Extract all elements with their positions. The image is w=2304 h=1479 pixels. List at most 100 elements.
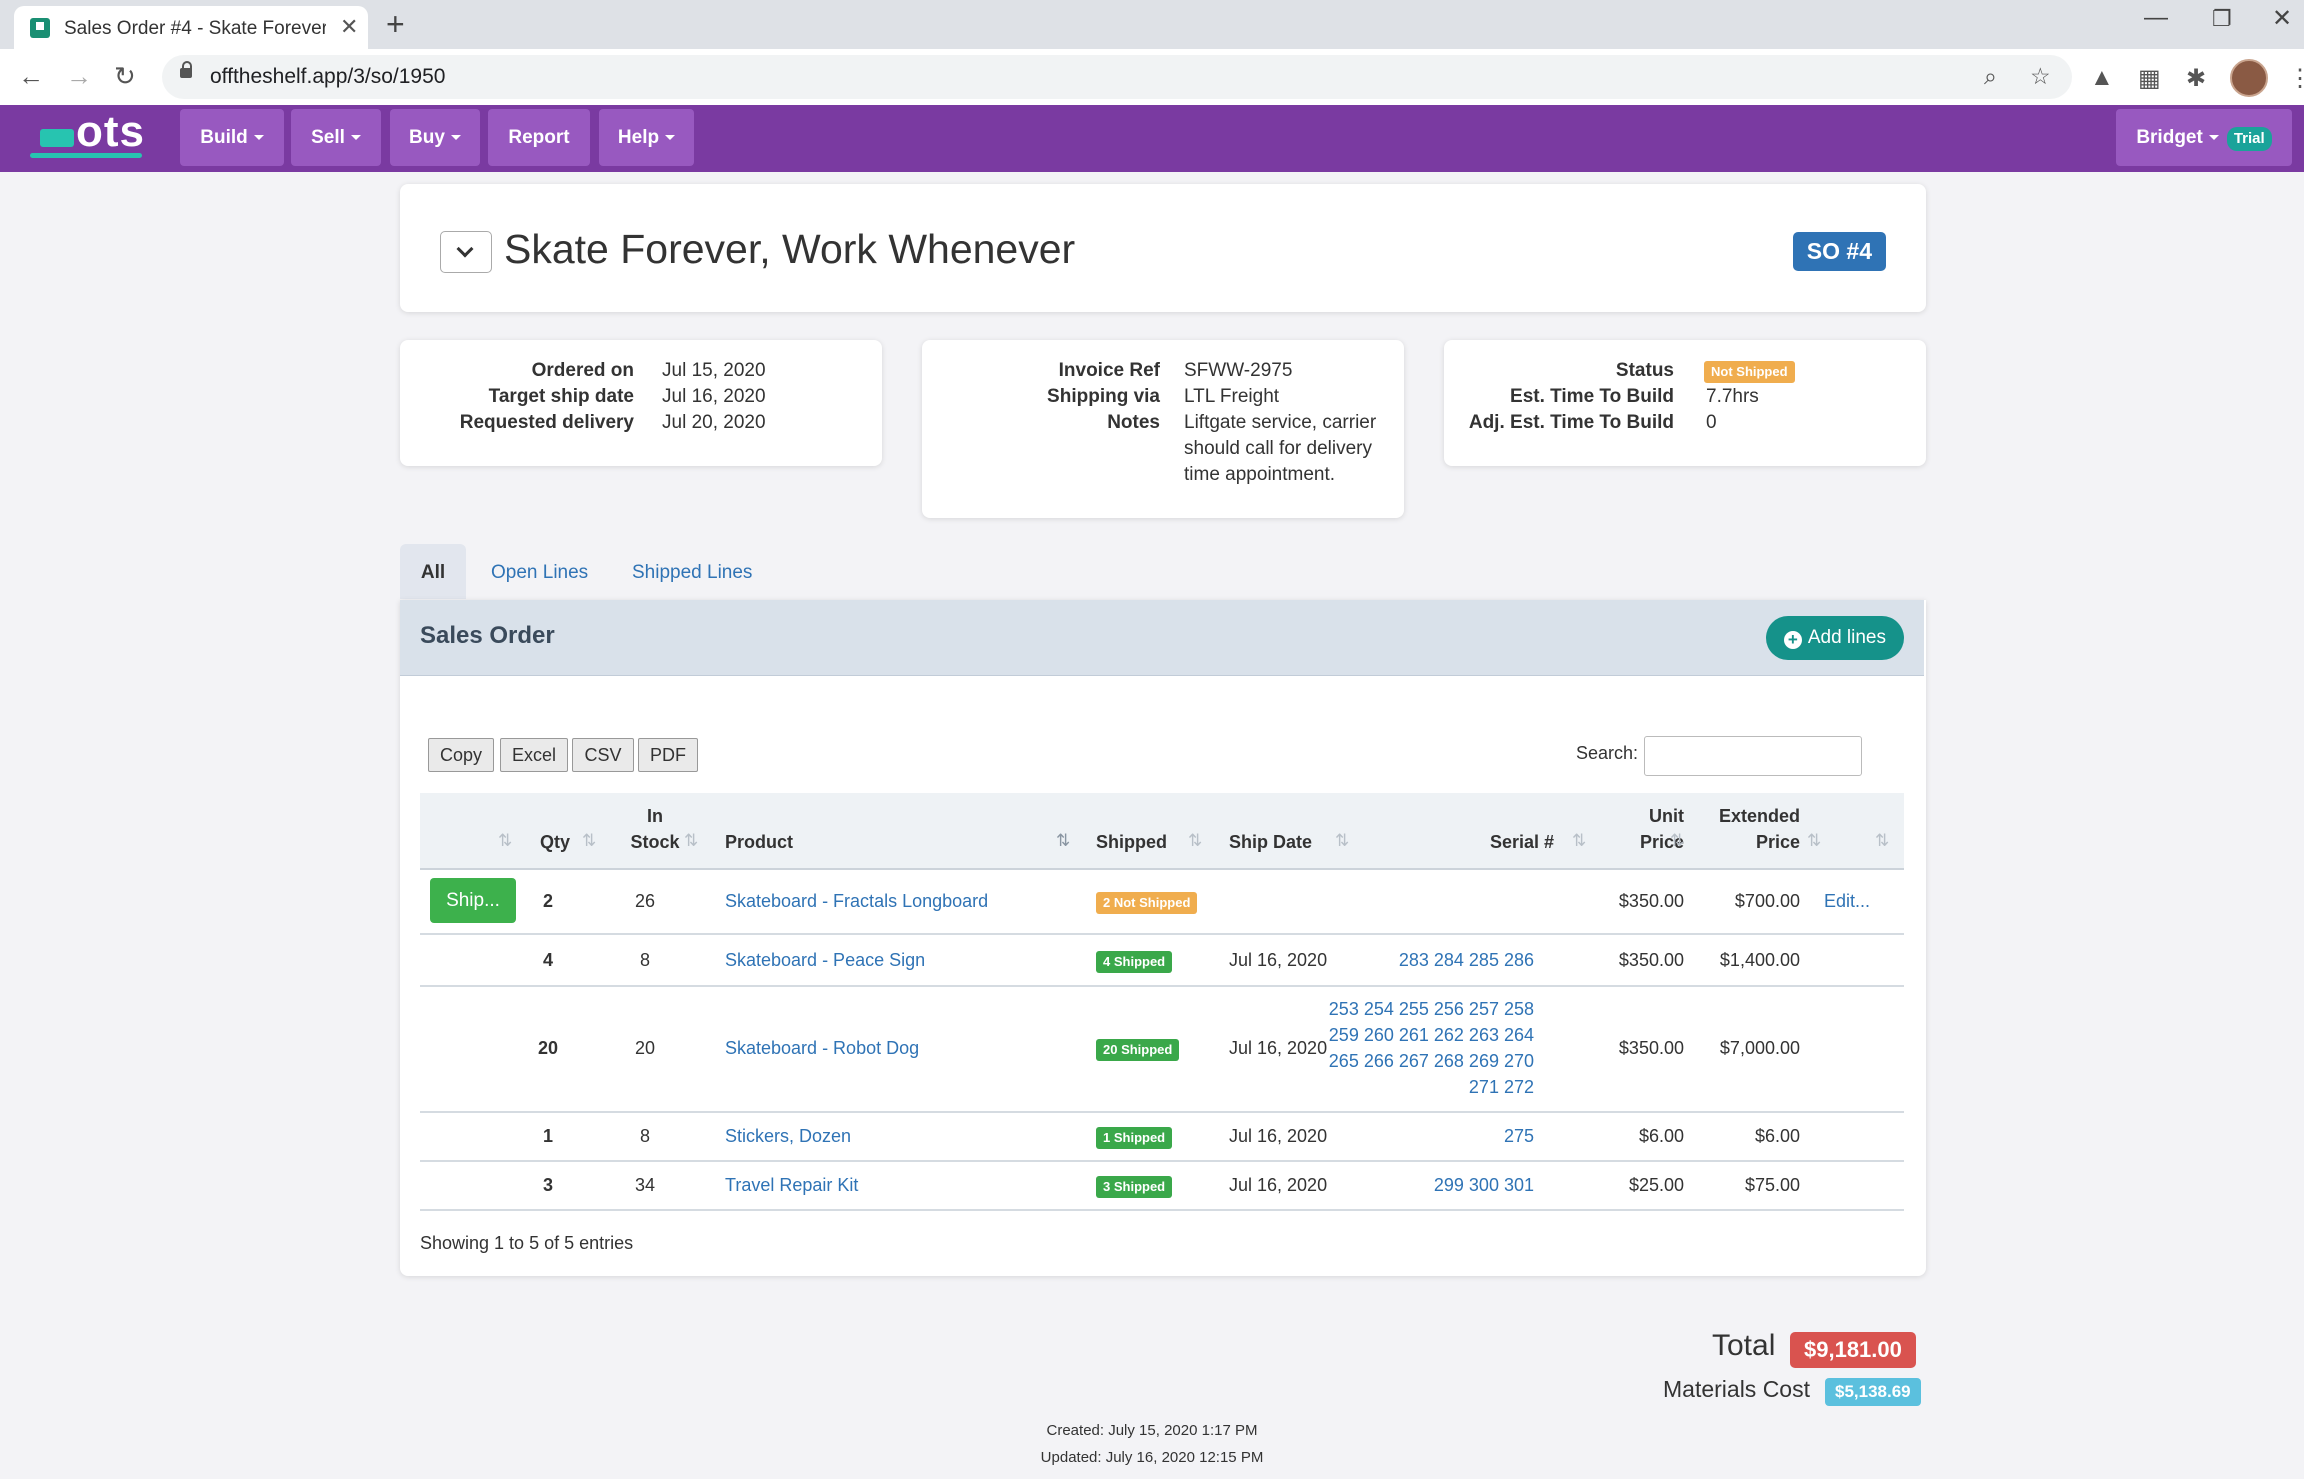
serial-links[interactable]: 283 284 285 286 bbox=[1398, 950, 1534, 970]
serial-links[interactable]: 275 bbox=[1503, 1126, 1534, 1146]
col-unit-price[interactable]: Unit Price bbox=[1639, 806, 1684, 852]
bookmark-star-icon[interactable]: ☆ bbox=[2030, 63, 2051, 89]
window-close-icon[interactable]: ✕ bbox=[2272, 5, 2293, 32]
new-tab-icon[interactable]: + bbox=[386, 6, 405, 42]
qty-cell: 3 bbox=[542, 1175, 553, 1195]
ship-date-cell: Jul 16, 2020 bbox=[1229, 950, 1328, 970]
nav-build[interactable]: Build bbox=[180, 109, 284, 166]
url-text[interactable]: offtheshelf.app/3/so/1950 bbox=[210, 65, 446, 88]
unit-price-cell: $350.00 bbox=[1618, 950, 1684, 970]
table-row: 4 8 Skateboard - Peace Sign 4 Shipped Ju… bbox=[420, 935, 1904, 987]
search-input[interactable] bbox=[1644, 736, 1862, 776]
created-timestamp: Created: July 15, 2020 1:17 PM bbox=[1046, 1422, 1258, 1439]
stock-cell: 8 bbox=[639, 950, 650, 970]
shipped-cell: 3 Shipped bbox=[1096, 1172, 1173, 1198]
so-number-badge: SO #4 bbox=[1792, 232, 1886, 271]
close-tab-icon[interactable]: ✕ bbox=[340, 14, 359, 39]
back-icon[interactable]: ← bbox=[18, 61, 44, 91]
grid-extension-icon[interactable]: ▦ bbox=[2138, 65, 2161, 92]
extensions-puzzle-icon[interactable]: ✱ bbox=[2186, 65, 2207, 92]
nav-sell[interactable]: Sell bbox=[291, 109, 381, 166]
sort-icon[interactable]: ⇅ bbox=[582, 831, 597, 850]
col-extended-price[interactable]: Extended Price bbox=[1718, 806, 1800, 852]
col-ship-date[interactable]: Ship Date bbox=[1229, 832, 1313, 852]
user-menu[interactable]: Bridget Trial bbox=[2116, 109, 2292, 166]
add-lines-button[interactable]: + Add lines bbox=[1765, 616, 1904, 660]
product-link[interactable]: Skateboard - Fractals Longboard bbox=[725, 891, 989, 911]
excel-button[interactable]: Excel bbox=[500, 738, 568, 772]
updated-timestamp: Updated: July 16, 2020 12:15 PM bbox=[1040, 1449, 1264, 1466]
sort-icon[interactable]: ⇅ bbox=[1572, 831, 1587, 850]
drive-extension-icon[interactable]: ▲ bbox=[2090, 64, 2114, 91]
sort-icon[interactable]: ⇅ bbox=[1335, 831, 1350, 850]
materials-cost-label: Materials Cost bbox=[1663, 1376, 1810, 1402]
col-in-stock[interactable]: In Stock bbox=[630, 806, 680, 852]
ordered-on-label: Ordered on bbox=[531, 360, 634, 381]
tab-shipped-lines[interactable]: Shipped Lines bbox=[632, 562, 753, 583]
forward-icon[interactable]: → bbox=[66, 61, 92, 91]
search-label: Search: bbox=[1576, 743, 1639, 763]
ots-logo[interactable]: ots bbox=[26, 107, 148, 167]
caret-down-icon bbox=[350, 135, 361, 141]
extended-price-cell: $7,000.00 bbox=[1719, 1038, 1800, 1058]
collapse-toggle-button[interactable] bbox=[440, 231, 492, 273]
col-qty[interactable]: Qty bbox=[540, 832, 571, 852]
extended-price-cell: $75.00 bbox=[1744, 1175, 1800, 1195]
caret-down-icon bbox=[450, 135, 461, 141]
ordered-on-value: Jul 15, 2020 bbox=[662, 360, 766, 381]
zoom-icon[interactable]: ⌕ bbox=[1984, 63, 1997, 89]
sort-icon[interactable]: ⇅ bbox=[1807, 831, 1822, 850]
chevron-down-icon bbox=[456, 240, 474, 258]
sort-icon[interactable]: ⇅ bbox=[684, 831, 699, 850]
shipped-cell: 2 Not Shipped bbox=[1096, 888, 1198, 914]
ship-date-cell: Jul 16, 2020 bbox=[1229, 1126, 1328, 1146]
notes-value: Liftgate service, carrier should call fo… bbox=[1184, 412, 1377, 485]
reload-icon[interactable]: ↻ bbox=[114, 61, 136, 91]
csv-button[interactable]: CSV bbox=[572, 738, 634, 772]
dates-card: Ordered on Jul 15, 2020 Target ship date… bbox=[400, 340, 882, 466]
sort-icon[interactable]: ⇅ bbox=[498, 831, 513, 850]
profile-avatar[interactable] bbox=[2230, 59, 2268, 97]
sort-icon[interactable]: ⇅ bbox=[1188, 831, 1203, 850]
product-link[interactable]: Skateboard - Robot Dog bbox=[725, 1038, 920, 1058]
product-link[interactable]: Travel Repair Kit bbox=[725, 1175, 859, 1195]
stock-cell: 20 bbox=[634, 1038, 656, 1058]
nav-help[interactable]: Help bbox=[599, 109, 694, 166]
trial-badge: Trial bbox=[2226, 127, 2272, 151]
product-link[interactable]: Stickers, Dozen bbox=[725, 1126, 852, 1146]
tab-open-lines[interactable]: Open Lines bbox=[491, 562, 589, 583]
ship-date-cell: Jul 16, 2020 bbox=[1229, 1175, 1328, 1195]
browser-tab[interactable]: Sales Order #4 - Skate Forever, W ✕ bbox=[14, 6, 368, 49]
sort-asc-icon[interactable]: ⇅ bbox=[1056, 831, 1071, 850]
shipped-badge: 20 Shipped bbox=[1096, 1039, 1180, 1061]
restore-icon[interactable]: ❐ bbox=[2212, 6, 2232, 31]
invoice-ref-label: Invoice Ref bbox=[1058, 360, 1160, 381]
serial-links[interactable]: 253 254 255 256 257 258 259 260 261 262 … bbox=[1328, 999, 1534, 1097]
sales-order-panel: Sales Order + Add lines Copy Excel CSV PD… bbox=[400, 600, 1926, 1276]
lock-icon[interactable] bbox=[180, 61, 192, 78]
sort-icon[interactable]: ⇅ bbox=[1875, 831, 1890, 850]
nav-buy[interactable]: Buy bbox=[390, 109, 480, 166]
extended-price-cell: $1,400.00 bbox=[1719, 950, 1800, 970]
table-header: ⇅ Qty ⇅ In Stock ⇅ Product ⇅ Shipped ⇅ Sh… bbox=[420, 793, 1904, 870]
shipped-cell: 20 Shipped bbox=[1096, 1035, 1180, 1061]
sort-icon[interactable]: ⇅ bbox=[1670, 831, 1685, 850]
copy-button[interactable]: Copy bbox=[428, 738, 494, 772]
col-serial[interactable]: Serial # bbox=[1490, 832, 1555, 852]
edit-link[interactable]: Edit... bbox=[1824, 891, 1871, 911]
col-product[interactable]: Product bbox=[725, 832, 794, 852]
ship-button[interactable]: Ship... bbox=[430, 878, 516, 923]
serial-links[interactable]: 299 300 301 bbox=[1433, 1175, 1534, 1195]
product-link[interactable]: Skateboard - Peace Sign bbox=[725, 950, 926, 970]
tab-all[interactable]: All bbox=[400, 544, 466, 599]
nav-report[interactable]: Report bbox=[488, 109, 590, 166]
shipped-badge: 1 Shipped bbox=[1096, 1127, 1173, 1149]
address-bar[interactable]: offtheshelf.app/3/so/1950 ⌕ ☆ bbox=[162, 55, 2072, 99]
minimize-icon[interactable]: — bbox=[2144, 4, 2168, 31]
pdf-button[interactable]: PDF bbox=[638, 738, 698, 772]
requested-delivery-label: Requested delivery bbox=[459, 412, 634, 433]
adj-est-time-value: 0 bbox=[1706, 412, 1717, 433]
est-time-label: Est. Time To Build bbox=[1510, 386, 1674, 407]
browser-menu-icon[interactable]: ⋮ bbox=[2288, 65, 2304, 92]
col-shipped[interactable]: Shipped bbox=[1096, 832, 1167, 852]
